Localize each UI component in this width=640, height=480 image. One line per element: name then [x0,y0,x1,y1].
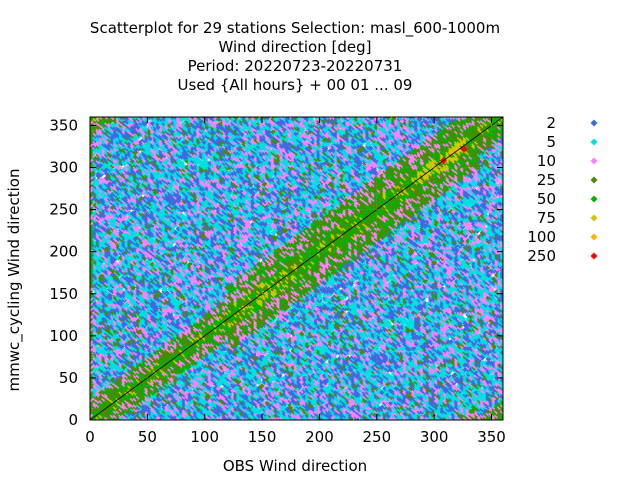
plot-area [90,117,503,420]
data-point [98,202,105,209]
title-line-1: Scatterplot for 29 stations Selection: m… [90,19,500,38]
title-line-3: Period: 20220723-20220731 [188,57,403,75]
title-line-2: Wind direction [deg] [219,38,372,56]
chart-title: Scatterplot for 29 stations Selection: m… [90,19,500,94]
title-line-4: Used {All hours} + 00 01 ... 09 [178,76,413,94]
points-layer [90,117,503,420]
